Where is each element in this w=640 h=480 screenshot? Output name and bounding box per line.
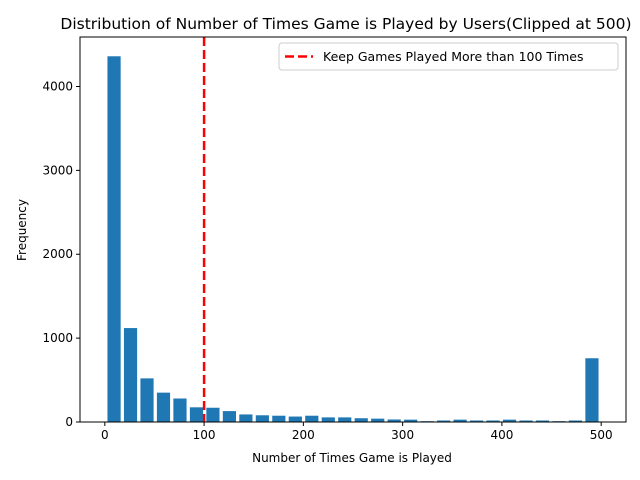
bar xyxy=(189,407,204,422)
bar xyxy=(107,56,121,422)
bar xyxy=(239,414,253,422)
bar xyxy=(206,407,220,422)
legend-entry-keep-threshold: Keep Games Played More than 100 Times xyxy=(323,49,584,64)
x-tick-label: 300 xyxy=(391,428,414,442)
x-tick-label: 200 xyxy=(292,428,315,442)
legend-frame xyxy=(278,42,619,71)
bar xyxy=(387,419,401,422)
bar xyxy=(470,420,484,422)
x-tick-label: 500 xyxy=(590,428,613,442)
bar xyxy=(453,419,467,422)
chart-title: Distribution of Number of Times Game is … xyxy=(60,15,631,33)
bar xyxy=(502,419,517,422)
bar xyxy=(568,420,583,422)
bar xyxy=(486,420,500,422)
bar xyxy=(288,416,302,422)
bar xyxy=(437,420,451,422)
y-tick-label: 1000 xyxy=(42,331,73,345)
x-tick-label: 0 xyxy=(101,428,109,442)
bar xyxy=(173,398,187,422)
bar xyxy=(321,417,335,422)
bar xyxy=(156,392,171,422)
y-tick-label: 3000 xyxy=(42,163,73,177)
bar xyxy=(255,415,269,422)
legend: Keep Games Played More than 100 Times xyxy=(278,42,619,71)
bar xyxy=(535,420,550,422)
bar xyxy=(272,415,286,422)
x-tick-label: 100 xyxy=(193,428,216,442)
y-tick-label: 0 xyxy=(65,415,73,429)
y-tick-label: 2000 xyxy=(42,247,73,261)
bar xyxy=(338,417,352,422)
bar xyxy=(354,418,368,422)
plot-frame xyxy=(79,36,627,423)
y-axis-label: Frequency xyxy=(15,199,29,261)
plot-area: 0 100 200 300 400 500 0 1000 2000 3000 4000 xyxy=(42,36,627,442)
bar xyxy=(585,358,599,422)
y-tick-label: 4000 xyxy=(42,79,73,93)
bar xyxy=(371,418,385,422)
bar xyxy=(404,419,418,422)
x-tick-label: 400 xyxy=(490,428,513,442)
x-axis-label: Number of Times Game is Played xyxy=(252,451,452,465)
bar xyxy=(519,420,533,422)
bar xyxy=(140,378,154,422)
bar xyxy=(222,411,236,422)
bar xyxy=(123,328,138,422)
bar xyxy=(305,415,319,422)
